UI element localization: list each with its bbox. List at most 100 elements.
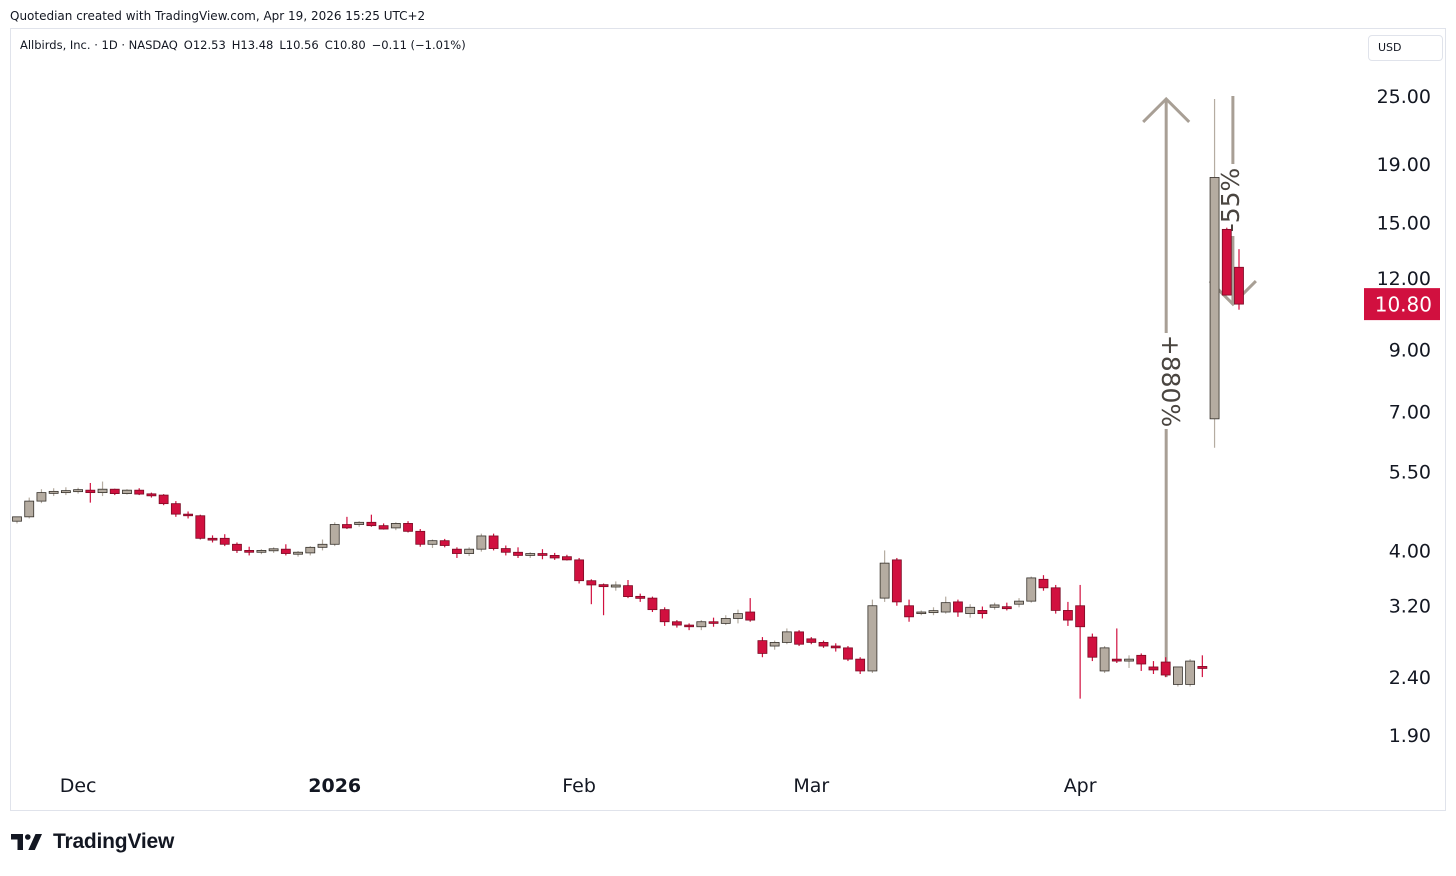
candle xyxy=(1050,584,1061,614)
candle-body xyxy=(36,492,47,502)
candle xyxy=(781,628,792,645)
candle xyxy=(427,539,438,548)
candle xyxy=(354,521,365,527)
price-axis-label: 25.00 xyxy=(1377,86,1431,108)
candle-body xyxy=(109,488,120,494)
candle xyxy=(122,489,132,495)
candle xyxy=(671,620,682,628)
candle xyxy=(525,552,536,558)
time-axis-label: Apr xyxy=(1064,775,1097,797)
tradingview-logo[interactable]: TradingView xyxy=(11,830,174,854)
candle xyxy=(1038,575,1049,591)
candle xyxy=(806,637,817,645)
candle xyxy=(36,489,47,504)
candle xyxy=(403,521,413,533)
candle xyxy=(464,547,475,557)
candle-body xyxy=(928,610,939,614)
candle-body xyxy=(207,537,218,541)
candle xyxy=(1063,601,1073,626)
legend-low: L10.56 xyxy=(279,38,319,52)
candle xyxy=(1087,633,1098,662)
candle-body xyxy=(1185,660,1196,685)
price-axis: 25.00 19.00 15.00 12.00 9.00 7.00 5.50 4.00 3.20… xyxy=(1377,86,1431,747)
candle-body xyxy=(818,642,829,647)
candle-body xyxy=(476,535,487,550)
candle xyxy=(623,580,633,599)
candle-body xyxy=(598,584,609,588)
candle xyxy=(1160,657,1171,678)
time-axis-label: Dec xyxy=(60,775,97,797)
candle-body xyxy=(244,550,255,553)
candle-body xyxy=(1087,636,1098,658)
candle-body xyxy=(977,610,988,615)
annotations: +880% -55% xyxy=(1142,96,1257,678)
candle xyxy=(1014,598,1024,608)
candle-body xyxy=(1148,666,1159,671)
candle-body xyxy=(904,605,914,618)
candle-body xyxy=(953,601,963,613)
candle xyxy=(244,546,255,556)
candle-body xyxy=(390,523,401,529)
currency-button[interactable]: USD xyxy=(1368,35,1443,61)
candle xyxy=(684,623,694,631)
candle xyxy=(317,539,328,551)
candle-body xyxy=(1014,600,1024,605)
candle-body xyxy=(366,521,377,527)
candle-body xyxy=(781,631,792,643)
candle-body xyxy=(85,489,96,494)
candle xyxy=(549,552,560,560)
candle xyxy=(769,640,780,650)
candle xyxy=(720,615,731,626)
candle-body xyxy=(867,605,878,672)
candle-body xyxy=(1209,177,1220,420)
candle-body xyxy=(549,555,560,559)
tradingview-logo-icon xyxy=(11,834,42,850)
candle-body xyxy=(329,524,340,545)
candle xyxy=(1221,227,1232,296)
candle-body xyxy=(122,489,132,494)
candle-body xyxy=(879,562,890,599)
candle-body xyxy=(1136,654,1147,665)
candle xyxy=(366,514,377,527)
candle xyxy=(1075,584,1086,699)
price-axis-label: 15.00 xyxy=(1377,213,1431,235)
candle xyxy=(757,637,768,658)
candle xyxy=(989,602,1000,610)
price-axis-label: 19.00 xyxy=(1377,154,1431,176)
candle-body xyxy=(757,640,768,654)
candle xyxy=(1099,646,1110,673)
candle-body xyxy=(158,494,169,505)
price-axis-label: 2.40 xyxy=(1389,667,1431,689)
price-axis-label: 7.00 xyxy=(1389,402,1431,424)
candle xyxy=(1234,249,1244,310)
gain-arrow-head xyxy=(1142,96,1191,124)
candle xyxy=(537,549,548,560)
candle xyxy=(586,579,597,605)
candle-body xyxy=(170,503,181,515)
candle xyxy=(574,557,585,584)
candle xyxy=(476,533,487,552)
time-axis-label: Feb xyxy=(562,775,596,797)
candle xyxy=(439,538,450,548)
legend-symbol: Allbirds, Inc. · 1D · NASDAQ xyxy=(20,38,178,52)
candle-body xyxy=(610,584,621,588)
candle-body xyxy=(500,548,511,553)
candle-body xyxy=(219,537,230,545)
candle-body xyxy=(513,551,523,556)
candle-body xyxy=(1050,587,1061,611)
candle-body xyxy=(60,490,71,494)
candle-body xyxy=(647,597,658,611)
candle-body xyxy=(146,493,157,497)
candle-body xyxy=(965,606,976,615)
candle xyxy=(219,534,230,547)
candle xyxy=(1026,576,1037,603)
candle-body xyxy=(635,595,646,599)
candle xyxy=(598,583,609,616)
candle xyxy=(342,516,352,530)
candle xyxy=(696,620,707,631)
candle-body xyxy=(720,618,731,624)
last-price-marker xyxy=(1364,288,1440,321)
candle xyxy=(452,547,462,558)
candle-body xyxy=(1221,228,1232,296)
